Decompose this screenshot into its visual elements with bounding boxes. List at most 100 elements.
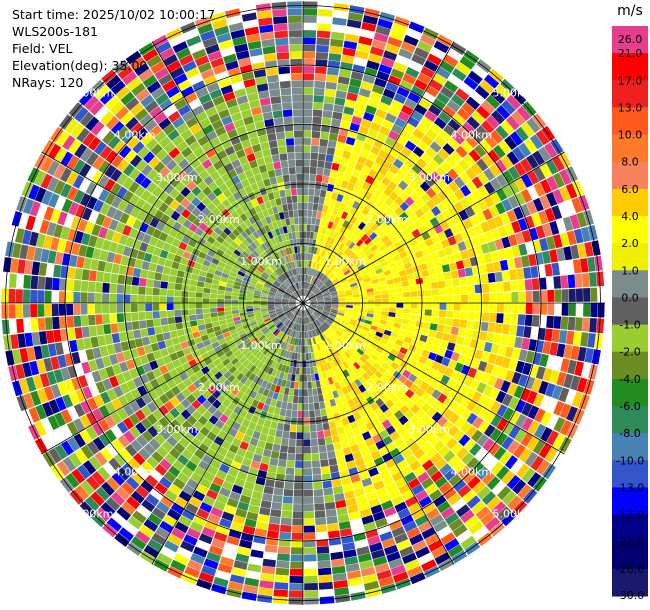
velocity-cell bbox=[289, 298, 297, 302]
velocity-cell bbox=[181, 146, 193, 158]
velocity-cell bbox=[233, 316, 241, 322]
velocity-cell bbox=[203, 240, 213, 250]
velocity-cell bbox=[239, 441, 249, 451]
velocity-cell bbox=[219, 518, 232, 529]
velocity-cell bbox=[241, 418, 251, 428]
velocity-cell bbox=[173, 442, 186, 454]
velocity-cell bbox=[150, 488, 164, 501]
velocity-cell bbox=[206, 202, 216, 212]
velocity-cell bbox=[137, 146, 150, 159]
velocity-cell bbox=[565, 183, 578, 199]
velocity-cell bbox=[520, 188, 533, 203]
velocity-cell bbox=[524, 376, 536, 390]
velocity-cell bbox=[452, 132, 465, 145]
velocity-cell bbox=[394, 117, 407, 129]
velocity-cell bbox=[257, 320, 265, 326]
velocity-cell bbox=[105, 229, 115, 241]
velocity-cell bbox=[317, 298, 324, 301]
velocity-cell bbox=[342, 332, 350, 339]
velocity-cell bbox=[159, 98, 173, 111]
velocity-cell bbox=[351, 343, 359, 351]
velocity-cell bbox=[313, 351, 318, 359]
velocity-cell bbox=[316, 37, 330, 46]
velocity-cell bbox=[296, 432, 303, 440]
velocity-cell bbox=[310, 330, 314, 338]
velocity-cell bbox=[571, 391, 583, 408]
velocity-cell bbox=[84, 372, 95, 386]
velocity-cell bbox=[502, 393, 513, 407]
velocity-cell bbox=[493, 144, 506, 159]
velocity-cell bbox=[213, 325, 221, 332]
velocity-cell bbox=[314, 254, 319, 262]
velocity-cell bbox=[117, 322, 126, 333]
velocity-cell bbox=[164, 540, 179, 553]
velocity-cell bbox=[231, 378, 240, 387]
velocity-cell bbox=[303, 145, 311, 153]
velocity-cell bbox=[287, 312, 293, 318]
velocity-cell bbox=[207, 267, 216, 275]
velocity-cell bbox=[306, 274, 309, 282]
velocity-cell bbox=[68, 102, 84, 118]
velocity-cell bbox=[252, 143, 262, 153]
velocity-cell bbox=[211, 284, 219, 290]
velocity-cell bbox=[341, 417, 350, 426]
velocity-cell bbox=[404, 98, 417, 110]
velocity-cell bbox=[203, 282, 212, 289]
velocity-cell bbox=[204, 371, 214, 380]
velocity-cell bbox=[315, 319, 321, 326]
velocity-cell bbox=[403, 379, 414, 389]
velocity-cell bbox=[335, 357, 342, 365]
velocity-cell bbox=[303, 1, 318, 9]
velocity-cell bbox=[267, 359, 274, 367]
velocity-cell bbox=[349, 175, 358, 185]
velocity-cell bbox=[316, 343, 321, 351]
velocity-cell bbox=[184, 92, 198, 104]
velocity-cell bbox=[290, 66, 302, 74]
velocity-cell bbox=[475, 293, 483, 303]
velocity-cell bbox=[549, 342, 559, 356]
velocity-cell bbox=[430, 171, 442, 183]
velocity-cell bbox=[464, 238, 474, 249]
velocity-cell bbox=[248, 504, 260, 514]
velocity-cell bbox=[371, 338, 380, 346]
velocity-cell bbox=[169, 330, 178, 339]
velocity-cell bbox=[358, 286, 366, 291]
velocity-cell bbox=[402, 369, 412, 379]
velocity-cell bbox=[261, 380, 268, 389]
velocity-cell bbox=[316, 327, 321, 335]
velocity-cell bbox=[362, 142, 373, 152]
velocity-cell bbox=[327, 140, 337, 149]
velocity-cell bbox=[308, 195, 314, 203]
velocity-cell bbox=[275, 197, 282, 206]
velocity-cell bbox=[28, 184, 40, 200]
velocity-cell bbox=[337, 514, 350, 523]
velocity-cell bbox=[441, 506, 455, 520]
velocity-cell bbox=[52, 316, 60, 330]
velocity-cell bbox=[245, 258, 253, 265]
velocity-cell bbox=[284, 281, 290, 287]
velocity-cell bbox=[362, 431, 372, 441]
velocity-cell bbox=[198, 533, 213, 545]
velocity-cell bbox=[345, 563, 360, 573]
velocity-cell bbox=[60, 226, 71, 240]
velocity-cell bbox=[146, 456, 159, 469]
velocity-cell bbox=[268, 405, 276, 414]
velocity-cell bbox=[211, 119, 224, 130]
velocity-cell bbox=[281, 334, 287, 342]
velocity-cell bbox=[332, 185, 341, 194]
velocity-cell bbox=[370, 473, 382, 484]
velocity-cell bbox=[380, 315, 388, 321]
velocity-cell bbox=[264, 281, 272, 287]
velocity-cell bbox=[303, 73, 315, 81]
velocity-cell bbox=[358, 188, 368, 197]
velocity-cell bbox=[294, 275, 298, 283]
velocity-cell bbox=[273, 117, 284, 126]
velocity-cell bbox=[493, 377, 505, 390]
velocity-cell bbox=[310, 300, 317, 303]
velocity-cell bbox=[390, 68, 405, 80]
velocity-cell bbox=[167, 508, 181, 521]
velocity-cell bbox=[390, 331, 399, 339]
velocity-cell bbox=[293, 315, 298, 323]
velocity-cell bbox=[241, 367, 249, 376]
velocity-cell bbox=[352, 200, 360, 210]
